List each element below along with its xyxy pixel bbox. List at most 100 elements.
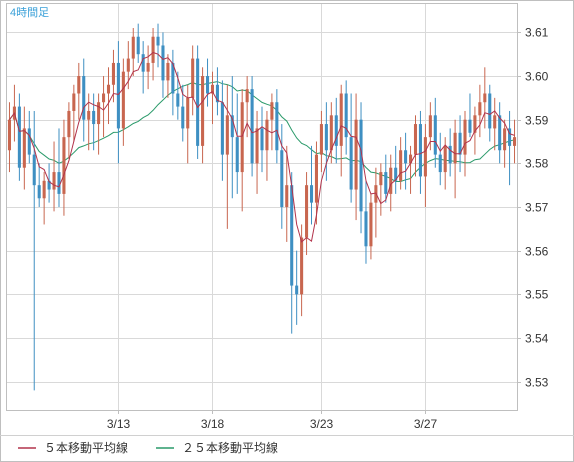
candle-body bbox=[512, 137, 517, 146]
candle-body bbox=[438, 154, 442, 173]
candle-body bbox=[334, 115, 338, 146]
candle-up bbox=[399, 137, 403, 190]
candle-down bbox=[57, 128, 61, 207]
candle-body bbox=[473, 115, 477, 133]
candle-up bbox=[453, 119, 457, 199]
candle-body bbox=[136, 36, 140, 55]
candle-body bbox=[151, 36, 155, 63]
candle-body bbox=[463, 119, 467, 155]
candle-body bbox=[97, 102, 101, 125]
ma5-layer bbox=[9, 51, 515, 243]
candle-down bbox=[82, 58, 86, 142]
candle-body bbox=[423, 137, 427, 177]
legend-ma25-label: ２５本移動平均線 bbox=[182, 440, 278, 455]
candle-body bbox=[82, 76, 86, 120]
candle-body bbox=[255, 128, 259, 164]
candle-down bbox=[161, 32, 165, 98]
candle-down bbox=[438, 132, 442, 186]
ma5-line bbox=[9, 51, 515, 243]
candle-body bbox=[230, 115, 234, 138]
candle-up bbox=[67, 102, 71, 159]
candle-up bbox=[191, 45, 195, 116]
candle-body bbox=[102, 93, 106, 103]
candle-down bbox=[295, 250, 299, 325]
candle-up bbox=[503, 119, 507, 168]
candle-up bbox=[72, 84, 76, 142]
candle-down bbox=[468, 93, 472, 138]
candle-down bbox=[260, 106, 264, 173]
candle-body bbox=[32, 154, 36, 186]
candle-body bbox=[220, 102, 224, 155]
candle-up bbox=[42, 172, 46, 225]
candle-down bbox=[32, 110, 36, 391]
candle-body bbox=[319, 124, 323, 155]
candle-down bbox=[275, 89, 279, 164]
candle-body bbox=[57, 172, 61, 194]
candle-body bbox=[280, 150, 284, 207]
candle-down bbox=[433, 97, 437, 168]
candle-body bbox=[285, 185, 289, 207]
candle-down bbox=[280, 124, 284, 229]
x-tick-label: 3/13 bbox=[107, 417, 131, 431]
candle-body bbox=[448, 145, 452, 164]
candle-body bbox=[67, 110, 71, 138]
candle-body bbox=[270, 102, 274, 120]
y-tick-label: 3.55 bbox=[525, 288, 549, 302]
candle-down bbox=[235, 93, 239, 194]
candle-body bbox=[196, 58, 200, 146]
candle-up bbox=[483, 67, 487, 129]
candle-up bbox=[52, 141, 56, 212]
candle-body bbox=[404, 150, 408, 164]
candle-down bbox=[309, 145, 314, 225]
candle-body bbox=[369, 202, 373, 247]
candle-body bbox=[27, 128, 31, 155]
candle-up bbox=[409, 145, 413, 194]
candle-up bbox=[285, 145, 289, 242]
candle-body bbox=[314, 154, 319, 203]
candle-body bbox=[359, 119, 363, 212]
candle-down bbox=[508, 110, 512, 186]
candle-down bbox=[334, 97, 338, 164]
candle-body bbox=[240, 102, 244, 173]
candle-layer bbox=[7, 23, 517, 391]
candle-body bbox=[260, 128, 264, 151]
candle-down bbox=[359, 102, 363, 234]
candle-up bbox=[131, 28, 135, 77]
candle-body bbox=[215, 84, 219, 103]
candle-down bbox=[220, 80, 224, 181]
candle-up bbox=[329, 102, 333, 164]
candle-body bbox=[384, 172, 388, 194]
candle-up bbox=[22, 106, 26, 190]
candle-body bbox=[156, 36, 160, 46]
candle-down bbox=[448, 128, 452, 177]
candle-down bbox=[141, 41, 145, 94]
candle-up bbox=[121, 58, 125, 146]
candle-body bbox=[161, 45, 165, 81]
candle-down bbox=[37, 163, 41, 207]
candle-body bbox=[116, 62, 120, 129]
candle-down bbox=[230, 76, 234, 199]
candle-down bbox=[156, 23, 160, 68]
candle-down bbox=[17, 93, 21, 181]
candle-up bbox=[151, 28, 155, 81]
candle-body bbox=[453, 132, 457, 164]
candle-body bbox=[205, 76, 210, 94]
candle-body bbox=[389, 167, 393, 194]
candle-down bbox=[344, 80, 348, 155]
candle-up bbox=[255, 110, 259, 194]
candle-body bbox=[201, 76, 205, 146]
x-tick-label: 3/23 bbox=[310, 417, 334, 431]
candle-body bbox=[418, 124, 422, 177]
candle-down bbox=[394, 145, 398, 194]
candle-body bbox=[17, 106, 21, 168]
candle-down bbox=[47, 163, 51, 203]
candle-down bbox=[488, 84, 492, 142]
candle-body bbox=[300, 237, 304, 295]
candle-body bbox=[7, 119, 12, 151]
candle-body bbox=[290, 185, 294, 286]
candle-down bbox=[364, 180, 368, 264]
candle-body bbox=[121, 71, 125, 129]
candle-down bbox=[116, 41, 120, 164]
candle-down bbox=[136, 23, 140, 63]
